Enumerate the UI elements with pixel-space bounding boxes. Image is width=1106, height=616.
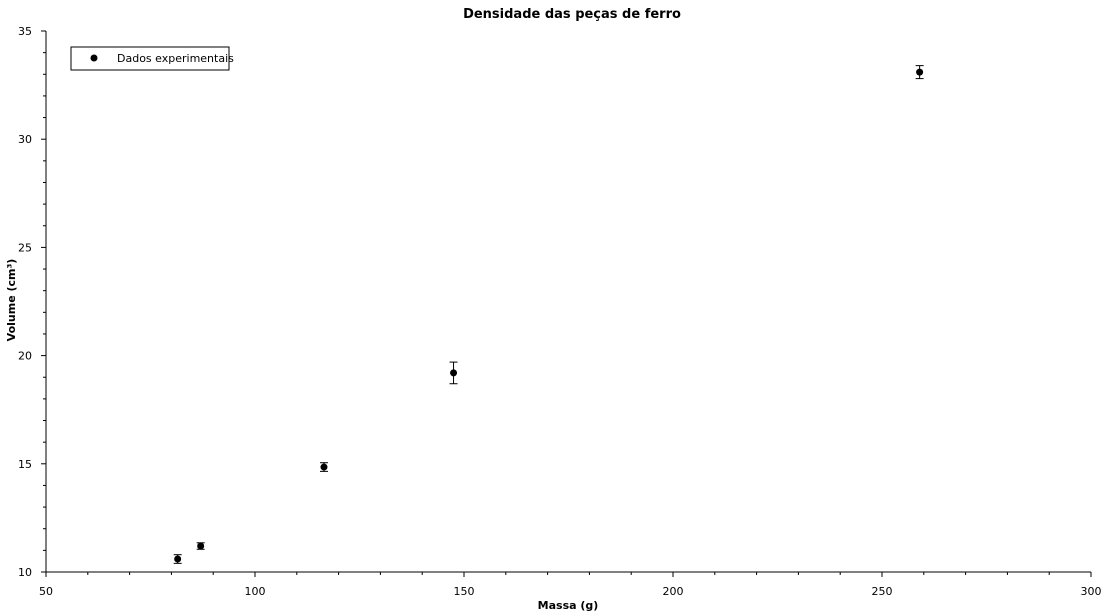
y-tick-label: 35 bbox=[18, 25, 32, 38]
x-axis-label: Massa (g) bbox=[538, 599, 599, 612]
data-point bbox=[197, 542, 205, 550]
y-axis-ticks: 10 15 20 25 30 35 bbox=[18, 25, 46, 579]
data-point bbox=[320, 463, 328, 471]
legend-marker bbox=[90, 54, 98, 62]
chart-title: Densidade das peças de ferro bbox=[463, 7, 681, 22]
x-tick-label: 200 bbox=[663, 585, 684, 598]
x-tick-label: 300 bbox=[1081, 585, 1102, 598]
y-tick-label: 10 bbox=[18, 566, 32, 579]
y-tick-label: 30 bbox=[18, 133, 32, 146]
legend-box bbox=[70, 46, 230, 71]
y-tick-label: 20 bbox=[18, 350, 32, 363]
y-tick-label: 15 bbox=[18, 458, 32, 471]
x-axis-ticks: 50 100 150 200 250 300 bbox=[39, 572, 1102, 598]
data-point bbox=[916, 68, 924, 76]
x-tick-label: 50 bbox=[39, 585, 53, 598]
axes bbox=[45, 31, 1091, 573]
x-tick-label: 100 bbox=[245, 585, 266, 598]
data-points bbox=[173, 65, 924, 564]
legend: Dados experimentais bbox=[70, 46, 234, 71]
data-point bbox=[174, 555, 182, 563]
x-tick-label: 250 bbox=[872, 585, 893, 598]
y-tick-label: 25 bbox=[18, 241, 32, 254]
data-point bbox=[450, 369, 458, 377]
legend-label: Dados experimentais bbox=[117, 52, 234, 65]
x-tick-label: 150 bbox=[454, 585, 475, 598]
y-axis-label: Volume (cm³) bbox=[5, 259, 18, 342]
